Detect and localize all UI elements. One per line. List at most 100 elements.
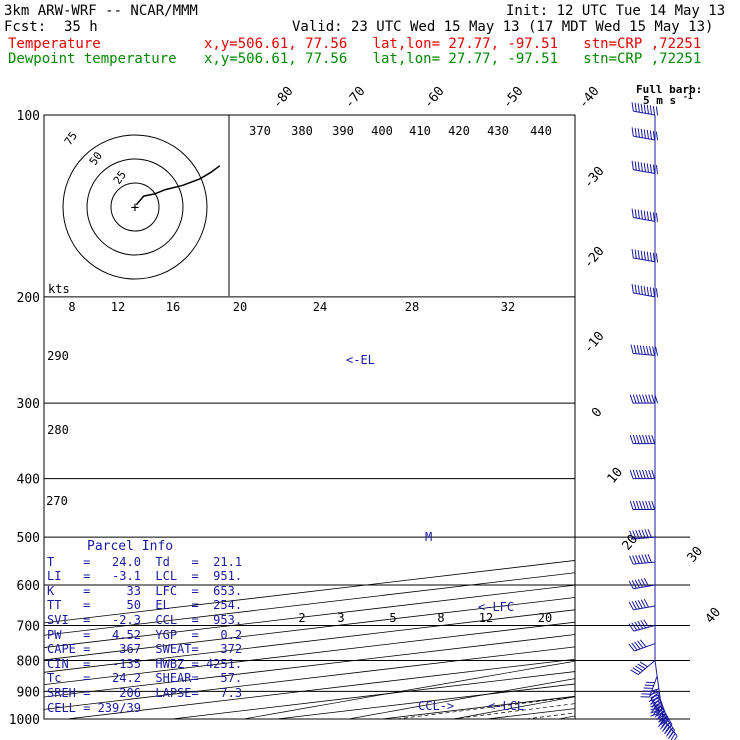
theta-label: 420 [448,124,470,138]
theta-label: 380 [291,124,313,138]
temperature-legend: Temperature [8,36,101,52]
wind-barb [628,577,656,590]
isotherm-label: 0 [589,405,606,421]
isotherm-line [697,115,740,719]
parcel-info-row: Tc = 24.2 SHEAR= 57. [47,671,243,686]
parcel-info-row: LI = -3.1 LCL = 951. [47,569,243,584]
wind-barb [630,660,656,676]
parcel-info-title: Parcel Info [87,539,174,554]
mixing-ratio-label: 12 [479,611,493,625]
wind-barb [631,160,659,175]
wind-barb-pole: Full barb:5 m s -1 [636,83,702,720]
mixing-ratio-line [452,703,575,719]
lfc-marker: <-LFC [478,600,514,614]
theta-label: 370 [249,124,271,138]
wind-barb [631,102,659,116]
model-title: 3km ARW-WRF -- NCAR/MMM [4,3,198,19]
barb-legend-value: 5 m s [643,94,676,107]
hodograph-speed-label: 32 [501,300,515,314]
parcel-info-row: K = 33 LFC = 653. [47,583,243,598]
isotherm-label: -40 [576,84,603,112]
barb-legend-superscript: -1 [683,92,693,101]
isotherm-line [44,597,575,661]
hodograph-ring [62,134,208,280]
pressure-label: 200 [17,291,40,306]
dewpoint-trace [709,115,740,719]
wind-barb [629,469,656,480]
pressure-label: 100 [17,109,40,124]
parcel-info-row: PW = 4.52 YGP = 0.2 [47,627,243,642]
isotherm-lines [44,115,740,719]
hodograph-speed-label: 20 [233,300,247,314]
isotherm-line [44,572,575,636]
theta-label: 440 [530,124,552,138]
mixing-ratio-label: 3 [337,611,344,625]
isotherm-line [44,609,575,673]
isotherm-label: -50 [500,84,527,112]
wind-barb [628,639,656,652]
theta-left-label: 280 [47,423,69,437]
temperature-location: x,y=506.61, 77.56 lat,lon= 27.77, -97.51… [204,36,702,52]
hodograph-speed-label: 24 [313,300,327,314]
hodograph-ring-label: 50 [87,149,105,167]
mixing-ratio-label: 8 [437,611,444,625]
pressure-label: 300 [17,397,40,412]
dewpoint-location: x,y=506.61, 77.56 lat,lon= 27.77, -97.51… [204,51,702,67]
dry-adiabat [348,678,575,719]
isotherm-label: 40 [703,605,725,627]
m-marker: M [425,530,432,544]
parcel-info-row: SVI = -2.3 CCL = 953. [47,612,243,627]
wind-barb [629,434,656,445]
wind-barb [631,127,659,141]
wind-barbs [628,102,678,740]
isotherm-line [276,683,575,719]
mixing-ratio-label: 5 [389,611,396,625]
dry-adiabat [664,115,740,719]
dry-adiabat [243,660,575,719]
hodograph-ring [86,158,184,256]
isotherm-label: 10 [605,465,627,487]
wind-barb [640,676,658,698]
isotherm-line [44,560,575,624]
parcel-info-rows: T = 24.0 Td = 21.1 LI = -3.1 LCL = 951. K … [47,555,243,716]
wind-barb [629,394,659,404]
hodograph-center: + [131,200,139,216]
theta-left-label: 290 [47,349,69,363]
hodograph-ring-label: 75 [62,129,80,147]
wind-barb [628,598,656,611]
hodograph-ring-label: 25 [111,168,129,186]
hodograph: +75 50 25 kts 8 12 16 20 24 28 32 [48,129,515,314]
isotherm-label: -60 [421,84,448,112]
wind-barb [630,344,659,356]
parcel-info-row: CAPE = 367 SWEAT= 372 [47,642,243,657]
mixing-ratio-label: 20 [538,611,552,625]
hodograph-speed-label: 28 [405,300,419,314]
hodograph-units: kts [48,282,70,296]
isotherm-label: -10 [581,329,608,357]
theta-label: 390 [332,124,354,138]
valid-time: Valid: 23 UTC Wed 15 May 13 (17 MDT Wed … [292,19,714,35]
hodograph-speed-label: 8 [68,300,75,314]
hodograph-trace [135,165,221,206]
parcel-info-row: CIN = -135 HWBZ = 4251. [47,656,243,671]
wind-barb [631,248,659,263]
el-marker: <-EL [346,353,375,367]
isotherm-line [44,584,575,648]
wind-barb [629,500,656,511]
isotherm-line [592,115,740,719]
theta-label: 430 [487,124,509,138]
mixing-ratio-line [597,479,740,719]
isotherm-line [381,695,575,719]
pressure-label: 800 [17,654,40,669]
sounding-traces [709,115,740,719]
pressure-label: 600 [17,579,40,594]
forecast-hour: 35 h [64,19,98,35]
theta-label: 400 [371,124,393,138]
parcel-info-row: SREH = 206 LAPSE= 7.3 [47,685,243,700]
hodograph-speed-label: 16 [166,300,180,314]
hodograph-ring [110,182,160,232]
lcl-marker: <-LCL [488,699,524,713]
isotherm-label: -20 [581,244,608,272]
